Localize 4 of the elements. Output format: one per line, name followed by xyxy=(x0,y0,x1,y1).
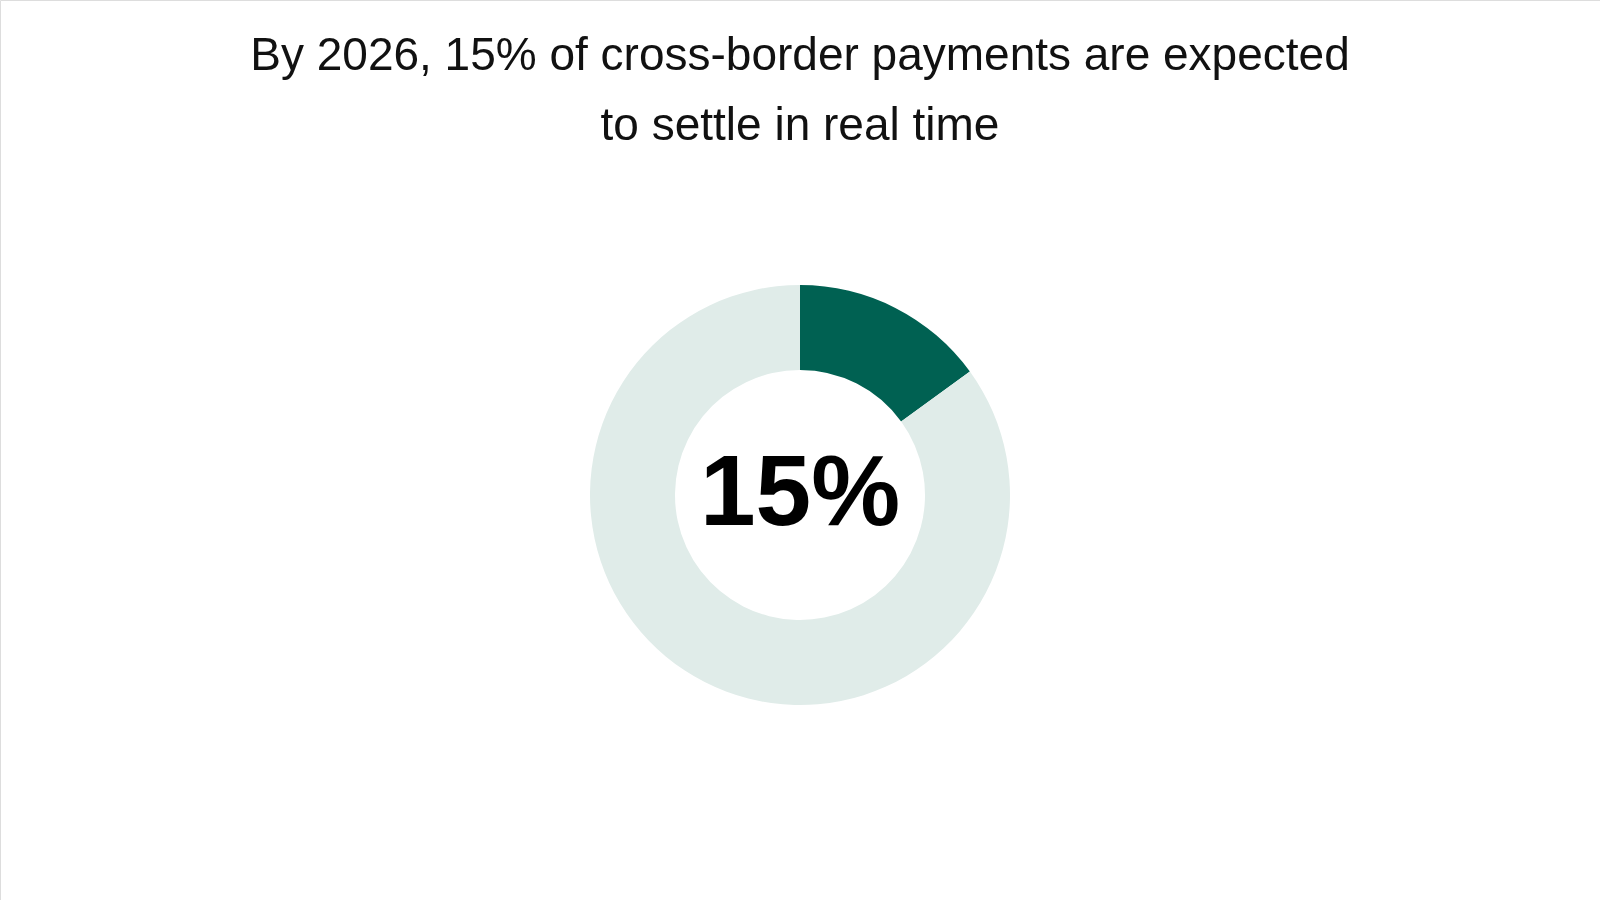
chart-title: By 2026, 15% of cross-border payments are expected to settle in real time xyxy=(250,28,1350,150)
donut-slice xyxy=(590,285,1010,705)
donut-slice xyxy=(800,285,970,422)
data-label: 15% xyxy=(699,434,901,546)
